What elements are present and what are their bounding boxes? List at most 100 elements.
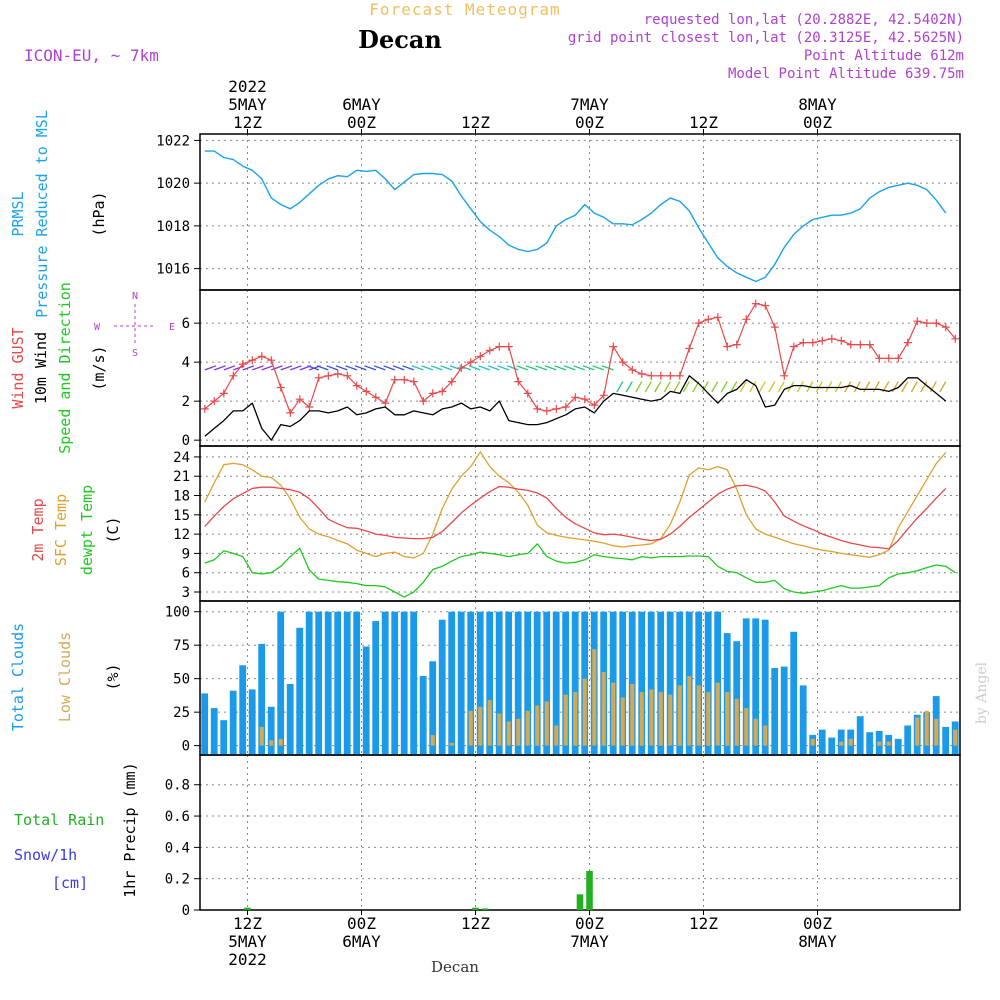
total-cloud-bar (391, 611, 399, 755)
wind-direction-arrow (929, 381, 937, 393)
total-cloud-bar (381, 611, 389, 755)
pressure-ytick-label: 1016 (156, 262, 190, 278)
wind-label-gust: Wind GUST (9, 327, 27, 408)
wind-direction-arrow (383, 365, 396, 371)
total-cloud-bar (486, 611, 494, 755)
gust-marker (656, 371, 665, 380)
sfc-temp-line (204, 451, 947, 559)
gust-marker (666, 371, 675, 380)
total-cloud-bar (296, 627, 304, 755)
top-time-label: 5MAY (228, 95, 267, 114)
gust-marker (818, 336, 827, 345)
wind-direction-arrow (582, 365, 595, 371)
low-cloud-bar (611, 682, 616, 746)
wind-direction-arrow (749, 381, 757, 393)
low-cloud-bar (915, 717, 920, 746)
total-cloud-bar (305, 611, 313, 755)
low-cloud-bar (706, 692, 711, 746)
total-cloud-bar (372, 621, 380, 755)
cloud-label-unit: (%) (104, 663, 122, 690)
wind-direction-arrow (711, 381, 719, 393)
low-cloud-bar (582, 678, 587, 746)
total-cloud-bar (695, 611, 703, 755)
low-cloud-bar (563, 694, 568, 746)
gust-marker (533, 404, 542, 413)
bottom-time-label: 2022 (228, 950, 267, 969)
wind-direction-arrow (682, 381, 690, 393)
total-cloud-bar (628, 611, 636, 755)
gust-marker (438, 387, 447, 396)
total-cloud-bar (790, 631, 798, 755)
total-cloud-bar (476, 611, 484, 755)
total-cloud-bar (638, 611, 646, 755)
wind-direction-arrow (497, 365, 510, 371)
clouds-panel: 0 25 50 75 100 (165, 600, 961, 756)
low-cloud-bar (744, 708, 749, 746)
low-cloud-bar (525, 710, 530, 746)
low-cloud-bar (554, 725, 559, 746)
low-cloud-bar (877, 741, 882, 746)
precip-panel: 0 0.2 0.4 0.6 0.8 (165, 754, 961, 919)
total-cloud-bar (761, 619, 769, 755)
wind-direction-arrow (280, 365, 293, 371)
gust-marker (390, 375, 399, 384)
wind-direction-arrow (487, 365, 500, 371)
wind-direction-arrow (449, 365, 462, 371)
precip-label-snow: Snow/1h (14, 846, 77, 864)
low-cloud-bar (658, 692, 663, 746)
gust-marker (295, 395, 304, 404)
gridpoint-coordinates: grid point closest lon,lat (20.3125E, 42… (568, 30, 964, 46)
wind-label-direction: Speed and Direction (56, 282, 74, 454)
wind-direction-arrow (430, 365, 443, 371)
bottom-time-label: 12Z (233, 914, 262, 933)
wind-direction-arrow (616, 381, 624, 393)
total-cloud-bar (410, 611, 418, 755)
wind-direction-arrow (891, 381, 899, 393)
total-cloud-bar (562, 611, 570, 755)
total-cloud-bar (419, 676, 427, 755)
wind-direction-arrow (635, 381, 643, 393)
total-cloud-bar (286, 684, 294, 755)
low-cloud-bar (478, 706, 483, 746)
precip-label-snow-unit: [cm] (52, 874, 88, 892)
wind-direction-arrow (525, 365, 538, 371)
total-cloud-bar (657, 611, 665, 755)
temperature-ytick-label: 12 (173, 527, 190, 543)
top-time-label: 12Z (461, 113, 490, 132)
precip-label-rain: Total Rain (14, 811, 104, 829)
gust-marker (694, 319, 703, 328)
dewpoint-line (204, 543, 956, 598)
temperature-frame (199, 445, 961, 602)
product-title: Forecast Meteogram (369, 0, 560, 19)
gust-marker (951, 334, 960, 343)
top-time-label: 6MAY (342, 95, 381, 114)
total-cloud-bar (438, 619, 446, 755)
low-cloud-bar (516, 718, 521, 746)
rain-bar (244, 907, 251, 910)
gust-marker (210, 397, 219, 406)
gust-marker (799, 338, 808, 347)
clouds-frame (199, 600, 961, 756)
total-cloud-bar (524, 611, 532, 755)
wind-direction-arrow (863, 381, 871, 393)
wind-direction-arrow (644, 381, 652, 393)
temperature-ytick-label: 24 (173, 450, 190, 466)
cloud-label-total: Total Clouds (9, 623, 27, 731)
total-cloud-bar (258, 643, 266, 755)
wind-direction-arrow (307, 365, 320, 371)
low-cloud-bar (886, 741, 891, 746)
top-time-label: 00Z (803, 113, 832, 132)
wind-direction-arrow (223, 365, 236, 371)
gust-marker (932, 319, 941, 328)
total-cloud-bar (448, 611, 456, 755)
total-cloud-bar (552, 611, 560, 755)
total-cloud-bar (210, 708, 218, 755)
wind-direction-arrow (544, 365, 557, 371)
wind-ytick-label: 4 (182, 355, 190, 371)
gust-marker (837, 336, 846, 345)
model-altitude: Model Point Altitude 639.75m (728, 66, 964, 82)
gust-marker (495, 342, 504, 351)
gust-marker (428, 389, 437, 398)
